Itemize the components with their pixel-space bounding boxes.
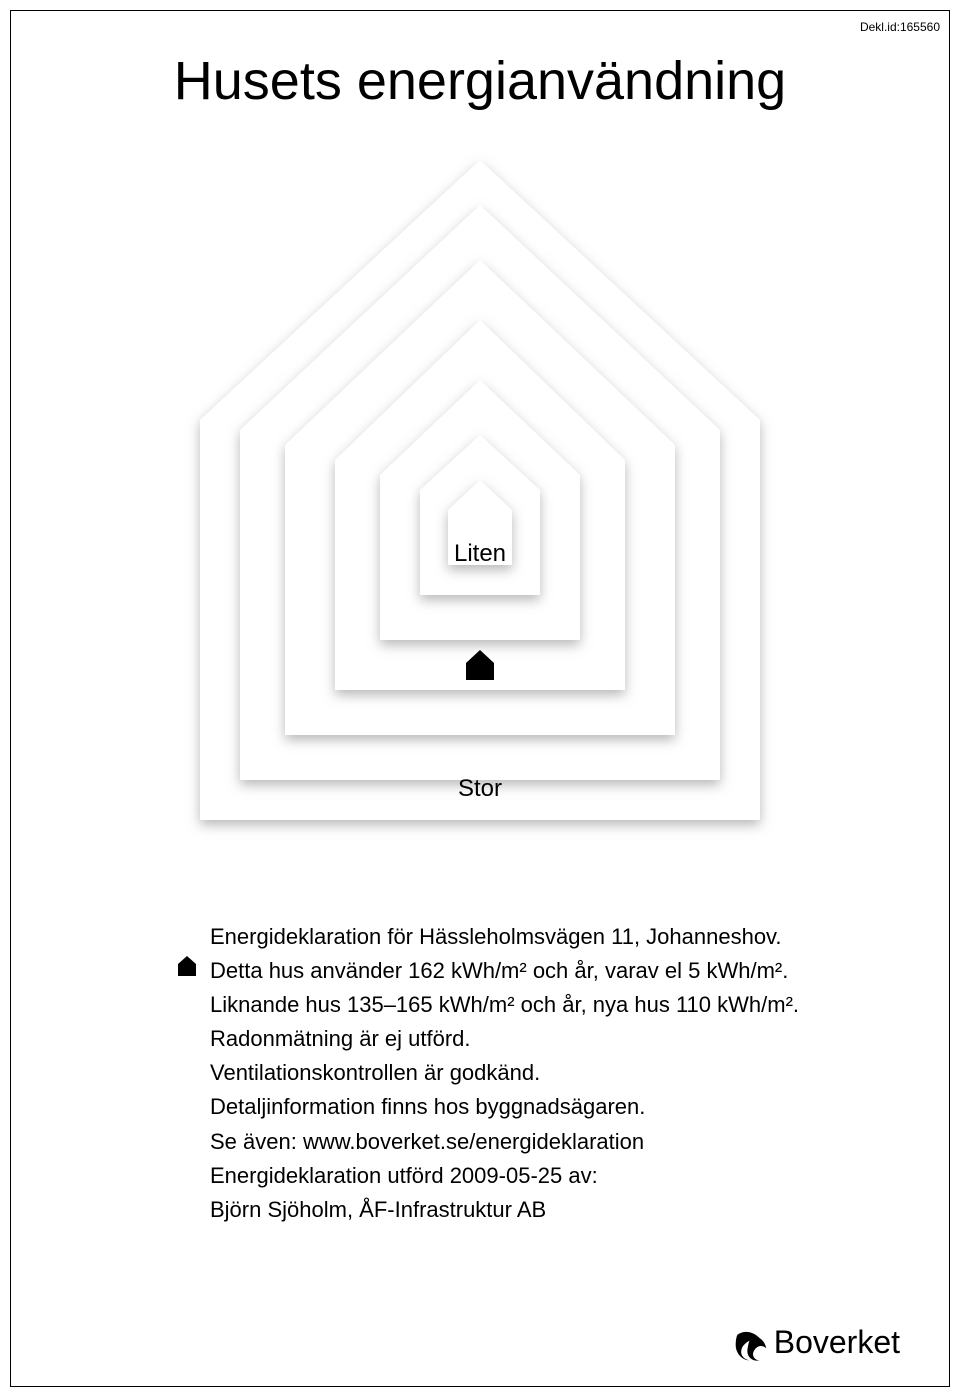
info-text-block: Energideklaration för Hässleholmsvägen 1…: [210, 920, 850, 1227]
house-bullet-icon: [178, 956, 196, 976]
boverket-logo-icon: [734, 1328, 768, 1362]
info-line-7: Se även: www.boverket.se/energideklarati…: [210, 1125, 850, 1159]
page-title: Husets energianvändning: [0, 50, 960, 112]
nested-houses-svg: [180, 150, 780, 850]
label-liten: Liten: [0, 540, 960, 568]
info-line-1: Energideklaration för Hässleholmsvägen 1…: [210, 920, 850, 954]
label-stor: Stor: [0, 775, 960, 803]
energy-house-diagram: [180, 150, 780, 850]
info-line-5: Ventilationskontrollen är godkänd.: [210, 1056, 850, 1090]
declaration-id: Dekl.id:165560: [860, 20, 940, 34]
info-line-8: Energideklaration utförd 2009-05-25 av:: [210, 1159, 850, 1193]
info-line-2: Detta hus använder 162 kWh/m² och år, va…: [210, 954, 850, 988]
boverket-logo-text: Boverket: [774, 1324, 900, 1361]
info-line-9: Björn Sjöholm, ÅF-Infrastruktur AB: [210, 1193, 850, 1227]
boverket-logo: Boverket: [734, 1322, 900, 1362]
info-line-6: Detaljinformation finns hos byggnadsägar…: [210, 1090, 850, 1124]
info-line-4: Radonmätning är ej utförd.: [210, 1022, 850, 1056]
info-line-3: Liknande hus 135–165 kWh/m² och år, nya …: [210, 988, 850, 1022]
